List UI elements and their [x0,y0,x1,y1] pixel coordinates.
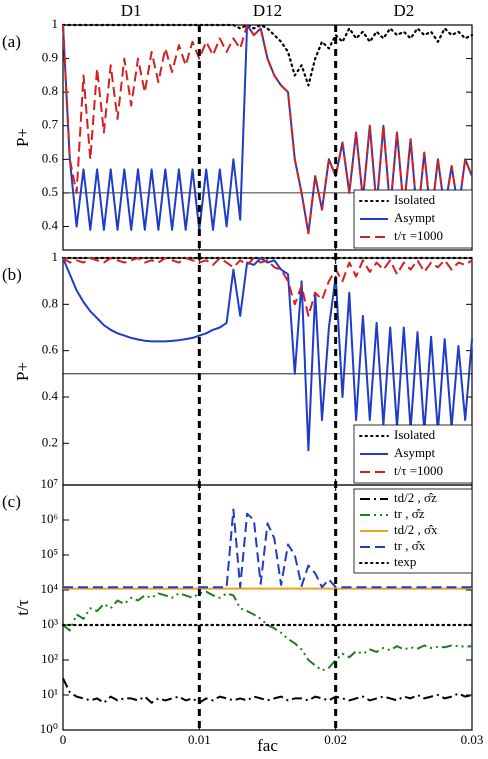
panel-label: (c) [2,492,21,511]
y-tick-label: 0.6 [42,150,59,165]
y-tick-label: 1 [52,16,59,31]
region-label: D12 [253,1,282,20]
y-tick-label: 10² [41,651,58,666]
y-tick-label: 0.2 [42,434,58,449]
plot-frame [62,24,473,251]
data-line [62,257,473,317]
y-tick-label: 0.4 [42,388,59,403]
data-line [61,23,474,87]
y-tick-label: 10⁴ [40,581,58,596]
legend-label: texp [394,554,416,569]
legend-label: Asympt [394,210,436,225]
panel-label: (a) [2,32,21,51]
legend-label: td/2 , σ̂x [394,522,438,537]
legend-label: td/2 , σ̂z [394,490,437,505]
x-axis-label: fac [257,736,278,755]
y-tick-label: 0.7 [42,117,59,132]
y-tick-label: 10⁶ [40,511,58,526]
y-tick-label: 10³ [41,616,58,631]
y-tick-label: 10⁰ [40,721,58,736]
legend-label: tr , σ̂x [394,538,426,553]
y-axis-label: P+ [13,362,32,381]
y-tick-label: 10¹ [41,686,58,701]
y-tick-label: 0.6 [42,342,59,357]
y-tick-label: 0.9 [42,50,58,65]
data-line [62,590,473,672]
x-tick-label: 0.01 [188,732,211,747]
region-label: D1 [121,1,142,20]
y-axis-label: t/τ [13,599,32,615]
x-tick-label: 0 [60,732,67,747]
y-tick-label: 0.5 [42,184,58,199]
legend-label: Asympt [394,445,436,460]
x-tick-label: 0.03 [461,732,484,747]
region-label: D2 [393,1,414,20]
y-tick-label: 0.8 [42,83,58,98]
data-line [63,508,472,589]
data-line [62,677,473,704]
data-line [62,257,473,452]
y-tick-label: 0.4 [42,217,59,232]
legend-label: Isolated [394,427,436,442]
legend-label: t/τ =1000 [394,463,443,478]
legend-label: Isolated [394,192,436,207]
panel-label: (b) [2,265,22,284]
x-tick-label: 0.02 [324,732,347,747]
y-tick-label: 1 [52,249,59,264]
plot-frame [62,484,473,731]
y-tick-label: 0.8 [42,295,58,310]
y-tick-label: 10⁷ [40,476,58,491]
legend-label: tr , σ̂z [394,506,425,521]
y-tick-label: 10⁵ [40,546,58,561]
legend-label: t/τ =1000 [394,228,443,243]
y-axis-label: P+ [13,128,32,147]
data-line [62,24,473,235]
